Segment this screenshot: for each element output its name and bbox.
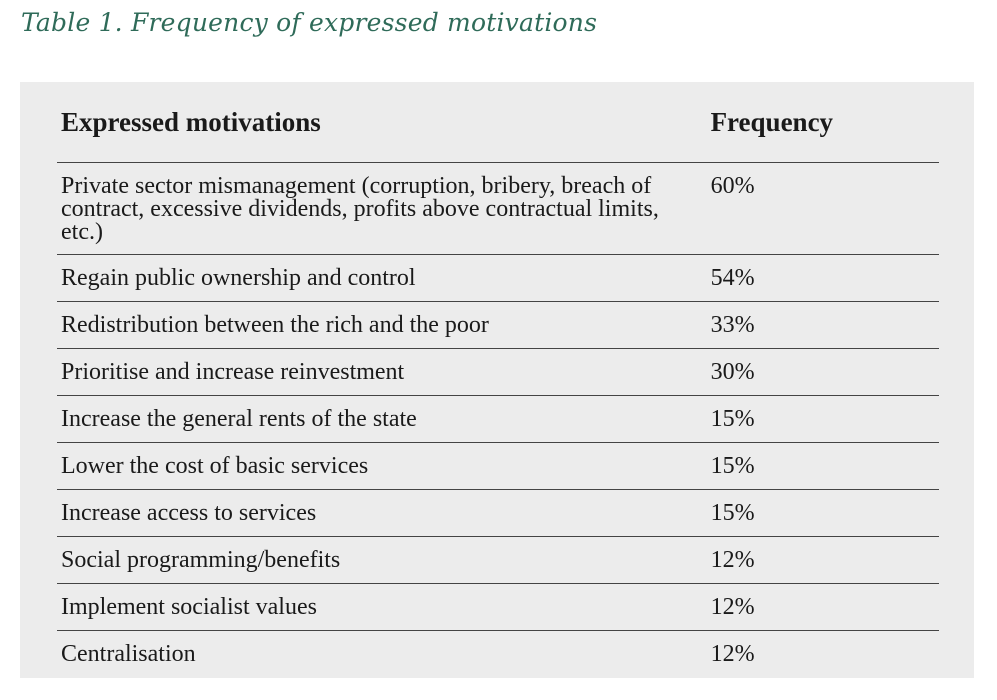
table-row: Redistribution between the rich and the … (57, 301, 939, 349)
frequency-cell: 54% (706, 254, 939, 302)
table-row: Implement socialist values 12% (57, 583, 939, 631)
frequency-cell: 12% (706, 536, 939, 584)
table-header-row: Expressed motivations Frequency (57, 82, 939, 163)
frequency-cell: 15% (706, 489, 939, 537)
table-row: Increase the general rents of the state … (57, 395, 939, 443)
motivation-cell: Social programming/benefits (57, 536, 707, 584)
frequency-cell: 12% (710, 641, 755, 667)
motivation-cell: Prioritise and increase reinvestment (57, 348, 707, 396)
motivation-cell: Increase the general rents of the state (57, 395, 707, 443)
frequency-cell: 15% (706, 442, 939, 490)
motivation-cell: Increase access to services (57, 489, 707, 537)
table-row: Increase access to services 15% (57, 489, 939, 537)
table-panel: Expressed motivations Frequency Private … (20, 82, 974, 678)
motivation-cell: Centralisation (61, 641, 196, 667)
column-header-motivations: Expressed motivations (57, 82, 707, 163)
table-row: Lower the cost of basic services 15% (57, 442, 939, 490)
table-row: Social programming/benefits 12% (57, 536, 939, 584)
table-caption: Table 1. Frequency of expressed motivati… (21, 8, 598, 37)
frequency-cell: 15% (706, 395, 939, 443)
motivation-cell: Private sector mismanagement (corruption… (57, 162, 707, 255)
frequency-cell: 12% (706, 583, 939, 631)
motivation-cell: Redistribution between the rich and the … (57, 301, 707, 349)
frequency-cell: 33% (706, 301, 939, 349)
table-row: Regain public ownership and control 54% (57, 254, 939, 302)
table-row: Private sector mismanagement (corruption… (57, 162, 939, 255)
table-row: Prioritise and increase reinvestment 30% (57, 348, 939, 396)
column-header-frequency: Frequency (706, 82, 939, 163)
table-row: Centralisation 12% (57, 631, 939, 678)
frequency-cell: 30% (706, 348, 939, 396)
motivation-cell: Regain public ownership and control (57, 254, 707, 302)
motivation-cell: Implement socialist values (57, 583, 707, 631)
motivation-cell: Lower the cost of basic services (57, 442, 707, 490)
frequency-cell: 60% (706, 162, 939, 255)
motivations-table: Expressed motivations Frequency Private … (57, 82, 939, 677)
